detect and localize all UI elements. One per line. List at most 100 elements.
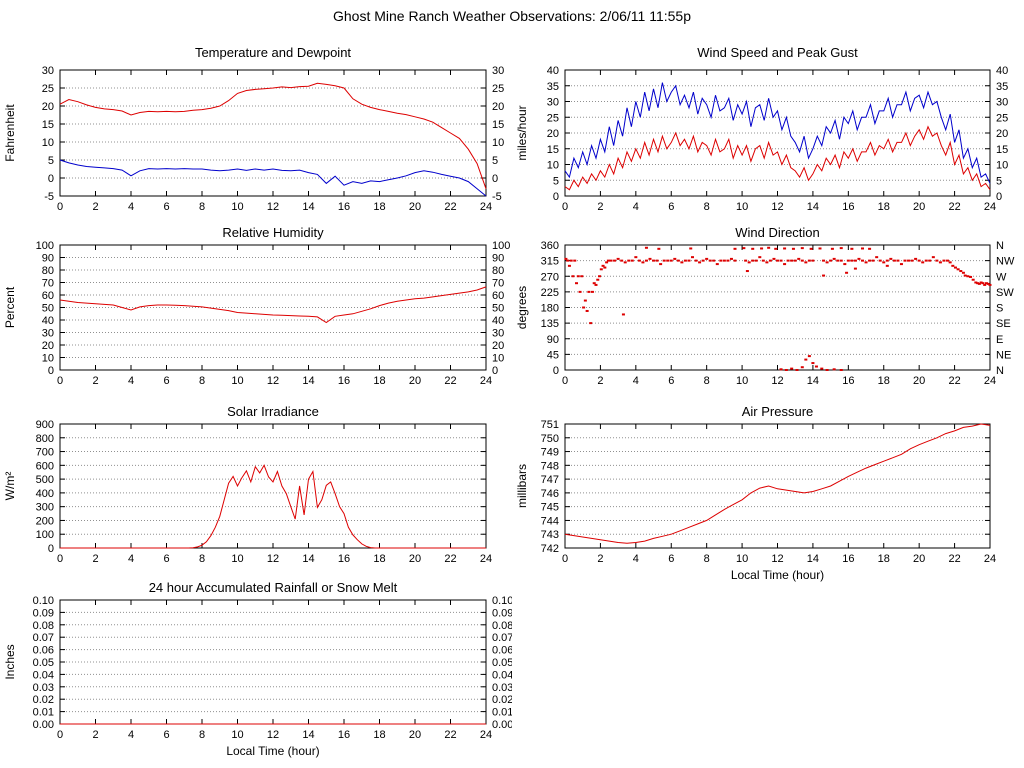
svg-text:0: 0 xyxy=(553,365,559,377)
svg-text:24: 24 xyxy=(480,201,492,213)
svg-text:12: 12 xyxy=(267,553,279,565)
svg-text:0.05: 0.05 xyxy=(33,657,54,669)
svg-text:100: 100 xyxy=(36,240,54,252)
svg-text:8: 8 xyxy=(704,201,710,213)
svg-text:4: 4 xyxy=(633,553,639,565)
svg-text:0.08: 0.08 xyxy=(33,620,54,632)
svg-text:degrees: degrees xyxy=(515,286,529,329)
svg-text:742: 742 xyxy=(541,543,559,555)
svg-text:0.10: 0.10 xyxy=(33,595,54,607)
svg-text:2: 2 xyxy=(597,375,603,387)
svg-text:0: 0 xyxy=(48,543,54,555)
svg-text:0.09: 0.09 xyxy=(33,607,54,619)
svg-text:30: 30 xyxy=(492,328,504,340)
svg-text:14: 14 xyxy=(302,201,314,213)
solar-irradiance-chart: Solar Irradiance010020030040050060070080… xyxy=(3,404,492,565)
svg-text:20: 20 xyxy=(42,101,54,113)
svg-text:0: 0 xyxy=(57,201,63,213)
svg-text:16: 16 xyxy=(338,729,350,741)
svg-text:6: 6 xyxy=(163,201,169,213)
svg-text:100: 100 xyxy=(492,240,510,252)
svg-text:2: 2 xyxy=(92,553,98,565)
svg-text:miles/hour: miles/hour xyxy=(515,105,529,160)
svg-text:W/m²: W/m² xyxy=(3,472,17,501)
svg-text:225: 225 xyxy=(541,287,559,299)
svg-text:4: 4 xyxy=(128,729,134,741)
svg-text:70: 70 xyxy=(492,278,504,290)
svg-text:315: 315 xyxy=(541,256,559,268)
svg-text:25: 25 xyxy=(492,83,504,95)
svg-text:747: 747 xyxy=(541,474,559,486)
svg-text:0.03: 0.03 xyxy=(492,682,512,694)
relative-humidity-panel: Relative Humidity 0 10 20 30 40 50 60 70 80 90 100 0… xyxy=(0,224,512,400)
svg-text:20: 20 xyxy=(547,128,559,140)
svg-text:24: 24 xyxy=(480,553,492,565)
svg-text:16: 16 xyxy=(842,553,854,565)
svg-text:10: 10 xyxy=(736,201,748,213)
svg-text:10: 10 xyxy=(736,553,748,565)
svg-text:800: 800 xyxy=(36,433,54,445)
svg-text:100: 100 xyxy=(36,529,54,541)
svg-text:0.10: 0.10 xyxy=(492,595,512,607)
svg-text:0: 0 xyxy=(562,553,568,565)
svg-text:746: 746 xyxy=(541,488,559,500)
svg-text:20: 20 xyxy=(913,201,925,213)
svg-text:8: 8 xyxy=(199,553,205,565)
svg-text:20: 20 xyxy=(913,553,925,565)
svg-text:25: 25 xyxy=(547,112,559,124)
svg-text:12: 12 xyxy=(771,553,783,565)
wind-speed-gust-panel: Wind Speed and Peak Gust 0 5 10 15 20 25 30 35 40… xyxy=(512,44,1024,220)
svg-text:2: 2 xyxy=(92,375,98,387)
svg-text:24: 24 xyxy=(480,729,492,741)
svg-text:4: 4 xyxy=(633,375,639,387)
svg-text:20: 20 xyxy=(409,375,421,387)
svg-text:0: 0 xyxy=(57,729,63,741)
svg-text:2: 2 xyxy=(92,201,98,213)
svg-text:10: 10 xyxy=(231,201,243,213)
page-title: Ghost Mine Ranch Weather Observations: 2… xyxy=(333,8,691,24)
svg-text:60: 60 xyxy=(42,290,54,302)
svg-text:600: 600 xyxy=(36,460,54,472)
svg-text:80: 80 xyxy=(492,265,504,277)
svg-text:14: 14 xyxy=(302,729,314,741)
svg-text:0: 0 xyxy=(48,173,54,185)
svg-text:12: 12 xyxy=(267,201,279,213)
svg-text:18: 18 xyxy=(373,729,385,741)
svg-text:16: 16 xyxy=(338,375,350,387)
svg-text:0.05: 0.05 xyxy=(492,657,512,669)
svg-text:6: 6 xyxy=(163,729,169,741)
svg-text:6: 6 xyxy=(668,375,674,387)
svg-text:16: 16 xyxy=(338,553,350,565)
svg-text:6: 6 xyxy=(163,375,169,387)
svg-text:15: 15 xyxy=(492,119,504,131)
svg-text:749: 749 xyxy=(541,447,559,459)
svg-text:30: 30 xyxy=(42,65,54,77)
svg-text:8: 8 xyxy=(199,375,205,387)
svg-text:0: 0 xyxy=(492,365,498,377)
svg-text:20: 20 xyxy=(42,340,54,352)
svg-text:Temperature and Dewpoint: Temperature and Dewpoint xyxy=(195,45,351,60)
svg-text:24: 24 xyxy=(984,375,996,387)
svg-text:300: 300 xyxy=(36,502,54,514)
svg-text:N: N xyxy=(996,365,1004,377)
svg-text:22: 22 xyxy=(948,201,960,213)
svg-text:14: 14 xyxy=(807,375,819,387)
wind-speed-gust-chart: Wind Speed and Peak Gust0510152025303540… xyxy=(515,45,1008,213)
svg-text:6: 6 xyxy=(163,553,169,565)
svg-text:Wind Speed and Peak Gust: Wind Speed and Peak Gust xyxy=(697,45,858,60)
svg-text:4: 4 xyxy=(128,201,134,213)
svg-text:0.03: 0.03 xyxy=(33,682,54,694)
svg-text:10: 10 xyxy=(231,729,243,741)
relative-humidity-chart: Relative Humidity01020304050607080901000… xyxy=(3,225,510,387)
svg-text:24: 24 xyxy=(984,201,996,213)
svg-text:0.00: 0.00 xyxy=(492,719,512,731)
svg-text:0.01: 0.01 xyxy=(492,707,512,719)
svg-text:0.06: 0.06 xyxy=(492,645,512,657)
svg-text:0.07: 0.07 xyxy=(33,632,54,644)
svg-text:0.06: 0.06 xyxy=(33,645,54,657)
svg-text:0.08: 0.08 xyxy=(492,620,512,632)
svg-text:Local Time (hour): Local Time (hour) xyxy=(731,568,824,582)
svg-text:8: 8 xyxy=(199,729,205,741)
svg-text:30: 30 xyxy=(42,328,54,340)
svg-text:15: 15 xyxy=(42,119,54,131)
